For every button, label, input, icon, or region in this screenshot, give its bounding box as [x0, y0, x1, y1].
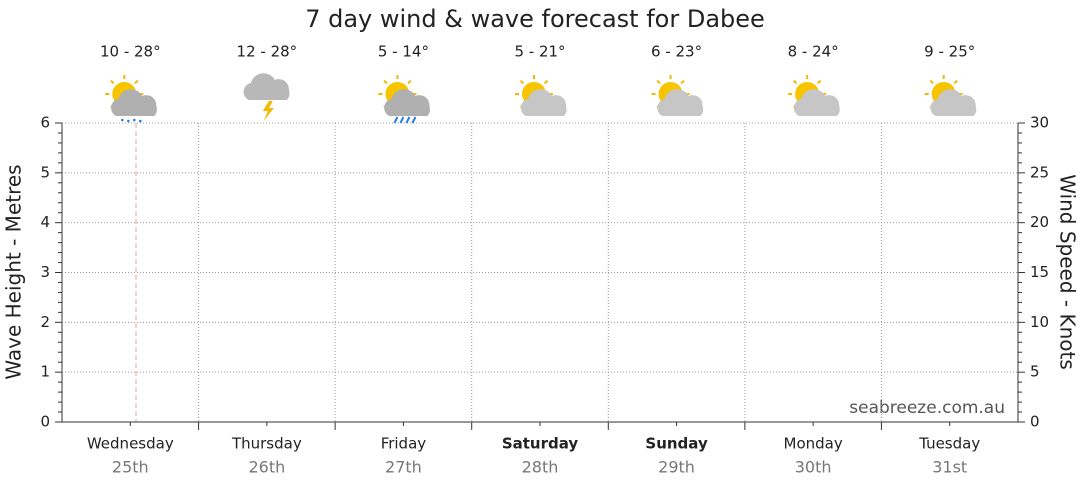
day-label: Tuesday: [918, 435, 980, 453]
drop: [126, 119, 130, 123]
temperature-label: 5 - 21°: [514, 43, 565, 61]
drop: [120, 118, 124, 122]
weather-icon: [515, 75, 567, 116]
cloud: [793, 89, 840, 116]
sun-ray: [656, 79, 661, 85]
weather-icon: [788, 75, 840, 116]
cloud: [930, 89, 977, 116]
date-label: 28th: [522, 458, 559, 477]
weather-icon: [924, 75, 977, 116]
temperature-label: 8 - 24°: [788, 43, 839, 61]
y2-tick-label: 30: [1030, 114, 1049, 132]
lightning: [262, 101, 274, 121]
cloud: [657, 89, 704, 116]
date-label: 26th: [248, 458, 285, 477]
day-label: Thursday: [231, 435, 302, 453]
y-tick-label: 4: [40, 213, 50, 231]
chart-title: 7 day wind & wave forecast for Dabee: [305, 5, 765, 33]
temperature-label: 12 - 28°: [237, 43, 298, 61]
y2-tick-label: 0: [1030, 413, 1040, 431]
sun-ray: [519, 79, 525, 85]
y-tick-label: 1: [40, 363, 50, 381]
sun-ray: [953, 79, 958, 85]
day-label: Saturday: [502, 435, 579, 453]
temperature-label: 5 - 14°: [378, 43, 429, 61]
y2-axis-label: Wind Speed - Knots: [1056, 174, 1080, 370]
y2-tick-label: 10: [1030, 313, 1049, 331]
weather-icon: [378, 75, 430, 124]
drop: [138, 119, 142, 123]
drop: [411, 116, 417, 124]
y-tick-label: 0: [40, 413, 50, 431]
y-axis-label: Wave Height - Metres: [2, 164, 26, 379]
y-tick-label: 5: [40, 163, 50, 181]
cloud: [111, 89, 157, 116]
y-tick-label: 6: [40, 114, 50, 132]
drop: [399, 116, 405, 124]
weather-icon: [105, 75, 157, 123]
date-label: 30th: [795, 458, 832, 477]
sun-ray: [929, 79, 934, 85]
temperature-label: 10 - 28°: [100, 43, 161, 61]
drop: [393, 116, 399, 124]
weather-icon: [243, 73, 290, 121]
cloud: [243, 73, 290, 100]
watermark: seabreeze.com.au: [849, 398, 1005, 418]
date-label: 25th: [112, 458, 149, 477]
drop: [132, 118, 136, 122]
sun-ray: [134, 79, 139, 85]
y2-tick-label: 25: [1030, 163, 1049, 181]
sun-ray: [817, 79, 822, 85]
date-label: 29th: [658, 458, 695, 477]
day-label: Monday: [784, 435, 843, 453]
y2-tick-label: 15: [1030, 263, 1049, 281]
sun-ray: [793, 79, 798, 85]
sun-ray: [383, 79, 388, 85]
temperature-label: 9 - 25°: [924, 43, 975, 61]
day-label: Sunday: [645, 435, 708, 453]
weather-icon: [651, 75, 704, 116]
sun-ray: [407, 79, 412, 85]
drop: [405, 116, 411, 124]
y2-tick-label: 20: [1030, 213, 1049, 231]
sun-ray: [110, 79, 115, 85]
day-label: Friday: [381, 435, 427, 453]
day-label: Wednesday: [87, 435, 174, 453]
cloud: [520, 89, 567, 116]
y-tick-label: 2: [40, 313, 50, 331]
date-label: 27th: [385, 458, 422, 477]
date-label: 31st: [932, 458, 967, 477]
cloud: [384, 89, 430, 116]
sun-ray: [680, 79, 685, 85]
y2-tick-label: 5: [1030, 363, 1040, 381]
y-tick-label: 3: [40, 263, 50, 281]
sun-ray: [543, 79, 549, 85]
temperature-label: 6 - 23°: [651, 43, 702, 61]
